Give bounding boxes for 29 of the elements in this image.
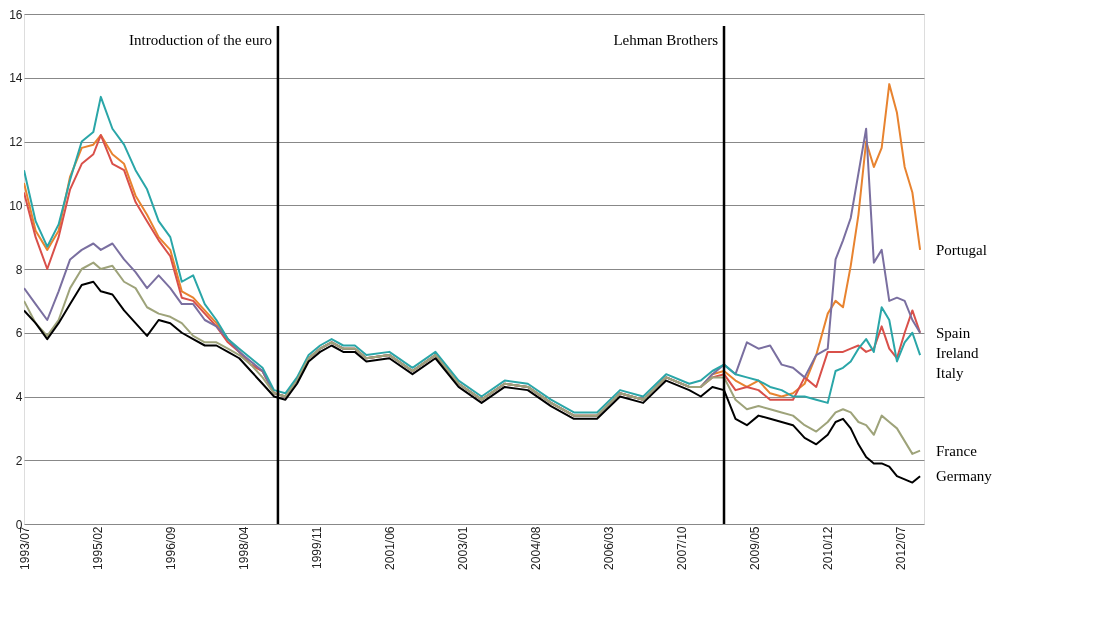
y-tick-label: 16 [9,7,23,22]
series-label: France [936,442,978,459]
x-tick-label: 1995/02 [90,526,105,570]
y-tick-label: 12 [9,135,23,149]
series-label: Ireland [936,344,979,361]
x-tick-label: 2003/01 [456,526,470,570]
series-label: Germany [936,468,993,485]
series-label: Italy [936,364,964,381]
x-tick-label: 1999/11 [309,526,324,569]
ref-line-label: Lehman Brothers [613,32,719,48]
x-tick-label: 2001/06 [382,526,397,570]
y-tick-label: 10 [9,198,23,213]
x-tick-label: 2010/12 [821,526,836,570]
y-tick-label: 2 [15,453,23,468]
y-tick-label: 14 [9,71,23,86]
y-tick-label: 6 [15,326,23,341]
x-tick-label: 1998/04 [236,526,251,570]
y-tick-label: 4 [15,390,23,404]
series-label: Spain [936,324,971,341]
x-tick-label: 2007/10 [675,526,690,570]
y-tick-label: 8 [15,262,23,277]
x-tick-label: 2009/05 [748,526,763,570]
x-tick-label: 2012/07 [894,526,909,570]
x-tick-label: 1996/09 [163,526,178,570]
x-tick-label: 2006/03 [601,526,616,570]
ref-line-label: Introduction of the euro [129,32,272,48]
series-label: Portugal [936,241,987,258]
line-series [24,261,922,455]
x-tick-label: 2004/08 [529,526,544,570]
